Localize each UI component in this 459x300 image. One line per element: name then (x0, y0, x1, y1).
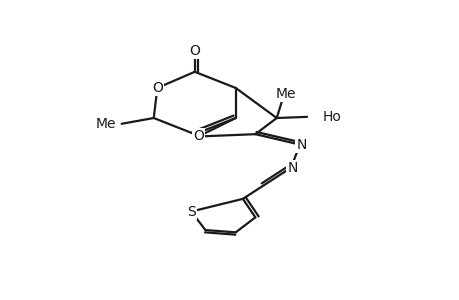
Text: S: S (186, 205, 195, 219)
Text: O: O (192, 130, 203, 143)
Text: Me: Me (95, 117, 116, 131)
Text: N: N (287, 161, 297, 175)
Text: Ho: Ho (322, 110, 341, 124)
Text: O: O (151, 81, 162, 95)
Text: O: O (189, 44, 200, 58)
Text: Me: Me (275, 87, 295, 101)
Text: N: N (296, 138, 306, 152)
